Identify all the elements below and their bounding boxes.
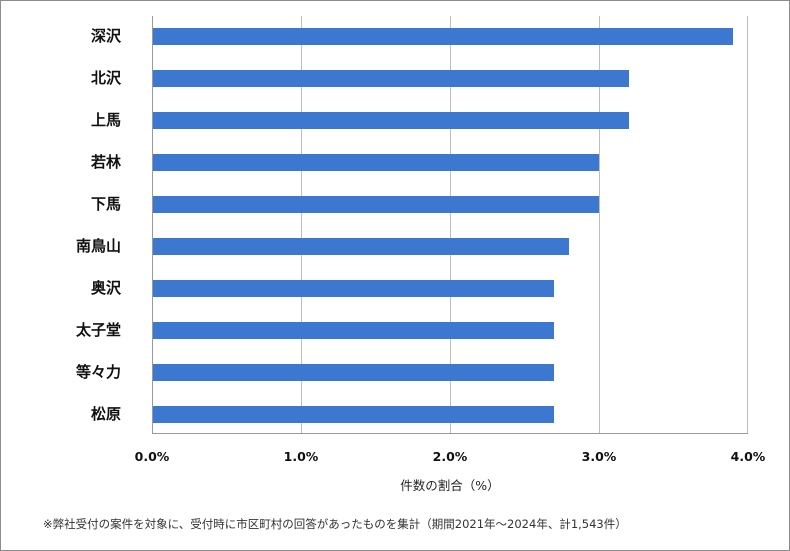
- x-axis-title: 件数の割合（%）: [400, 478, 500, 493]
- category-label: 南鳥山: [75, 237, 121, 255]
- bar: [153, 364, 554, 381]
- footnote: ※弊社受付の案件を対象に、受付時に市区町村の回答があったものを集計（期間2021…: [43, 517, 627, 531]
- x-tick-label: 1.0%: [283, 449, 319, 464]
- gridline: [599, 16, 600, 434]
- plot-area: [152, 16, 748, 434]
- category-label: 北沢: [90, 69, 121, 87]
- category-label: 太子堂: [75, 321, 121, 339]
- category-label: 松原: [90, 405, 121, 423]
- bar: [153, 196, 599, 213]
- gridline: [301, 16, 302, 434]
- bar: [153, 280, 554, 297]
- category-label: 下馬: [90, 195, 121, 213]
- bar: [153, 70, 629, 87]
- bar: [153, 322, 554, 339]
- category-label: 深沢: [90, 27, 121, 45]
- bar: [153, 406, 554, 423]
- x-tick-label: 3.0%: [581, 449, 617, 464]
- x-axis-line: [152, 433, 748, 434]
- x-tick-label: 2.0%: [432, 449, 468, 464]
- bar: [153, 154, 599, 171]
- category-label: 等々力: [75, 363, 121, 381]
- bar: [153, 112, 629, 129]
- bar: [153, 28, 733, 45]
- category-label: 上馬: [90, 111, 121, 129]
- category-label: 若林: [90, 153, 121, 171]
- gridline: [450, 16, 451, 434]
- y-axis-line: [152, 16, 153, 434]
- x-tick-label: 0.0%: [134, 449, 170, 464]
- x-tick-label: 4.0%: [730, 449, 766, 464]
- bar: [153, 238, 569, 255]
- gridline: [747, 16, 748, 434]
- category-label: 奥沢: [90, 279, 121, 297]
